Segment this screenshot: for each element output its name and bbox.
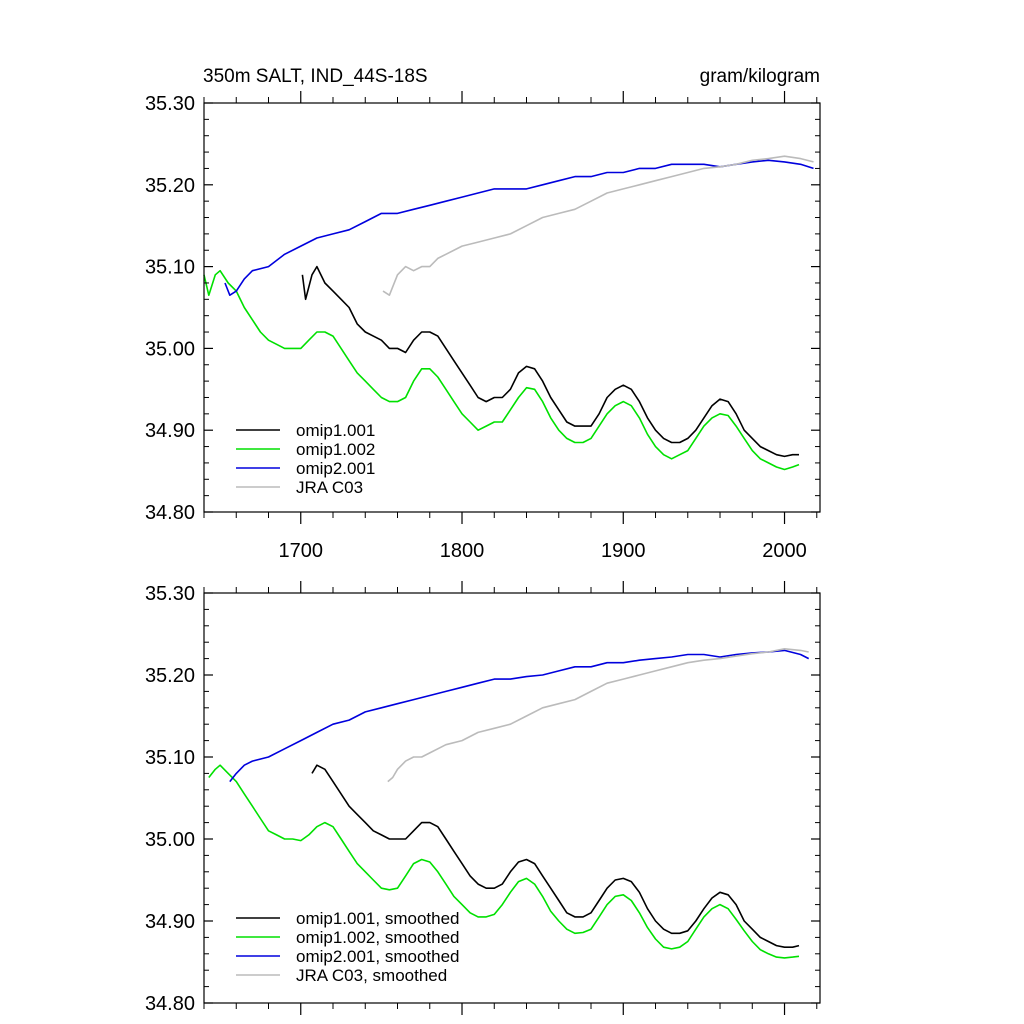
legend-label: omip2.001 [296,459,375,478]
y-tick-label: 34.90 [145,911,195,933]
series-line-1 [203,269,800,471]
series-line-2 [229,649,810,783]
y-tick-label: 35.30 [145,583,195,605]
y-tick-label: 35.20 [145,665,195,687]
y-tick-label: 35.10 [145,747,195,769]
series-line-1 [208,764,800,959]
top-panel: 350m SALT, IND_44S-18S gram/kilogram 34.… [145,66,821,562]
legend-label: omip2.001, smoothed [296,947,460,966]
x-tick-label: 1700 [279,540,324,562]
x-tick-label: 2000 [762,540,807,562]
y-tick-label: 35.20 [145,175,195,197]
bottom-panel-axes: 34.80 34.90 35.00 35.10 35.20 35.30 [145,581,821,1015]
top-panel-axes: 34.80 34.90 35.00 35.10 35.20 35.30 1700 1800 19… [145,91,821,562]
top-panel-units: gram/kilogram [700,66,820,87]
y-tick-label: 35.00 [145,829,195,851]
series-line-3 [382,155,814,297]
y-tick-label: 35.10 [145,257,195,279]
bottom-panel-series [208,647,810,959]
legend-label: JRA C03 [296,478,363,497]
series-line-0 [311,764,800,949]
y-tick-label: 35.00 [145,338,195,360]
top-panel-title: 350m SALT, IND_44S-18S [203,66,428,87]
plot-frame [203,592,821,1004]
legend-label: omip1.002, smoothed [296,928,460,947]
legend-label: omip1.001, smoothed [296,909,460,928]
x-tick-label: 1900 [601,540,646,562]
y-tick-label: 34.80 [145,993,195,1015]
top-panel-series [203,155,814,471]
y-tick-label: 35.30 [145,93,195,115]
legend-label: JRA C03, smoothed [296,966,447,985]
legend-label: omip1.001 [296,421,375,440]
y-tick-label: 34.90 [145,420,195,442]
legend-label: omip1.002 [296,440,375,459]
y-tick-label: 34.80 [145,502,195,524]
series-line-2 [224,159,814,297]
series-line-3 [387,647,809,783]
bottom-panel: 34.80 34.90 35.00 35.10 35.20 35.30 omip1.001… [145,581,821,1015]
x-tick-label: 1800 [440,540,485,562]
series-line-0 [301,265,799,458]
plot-frame [203,102,821,513]
